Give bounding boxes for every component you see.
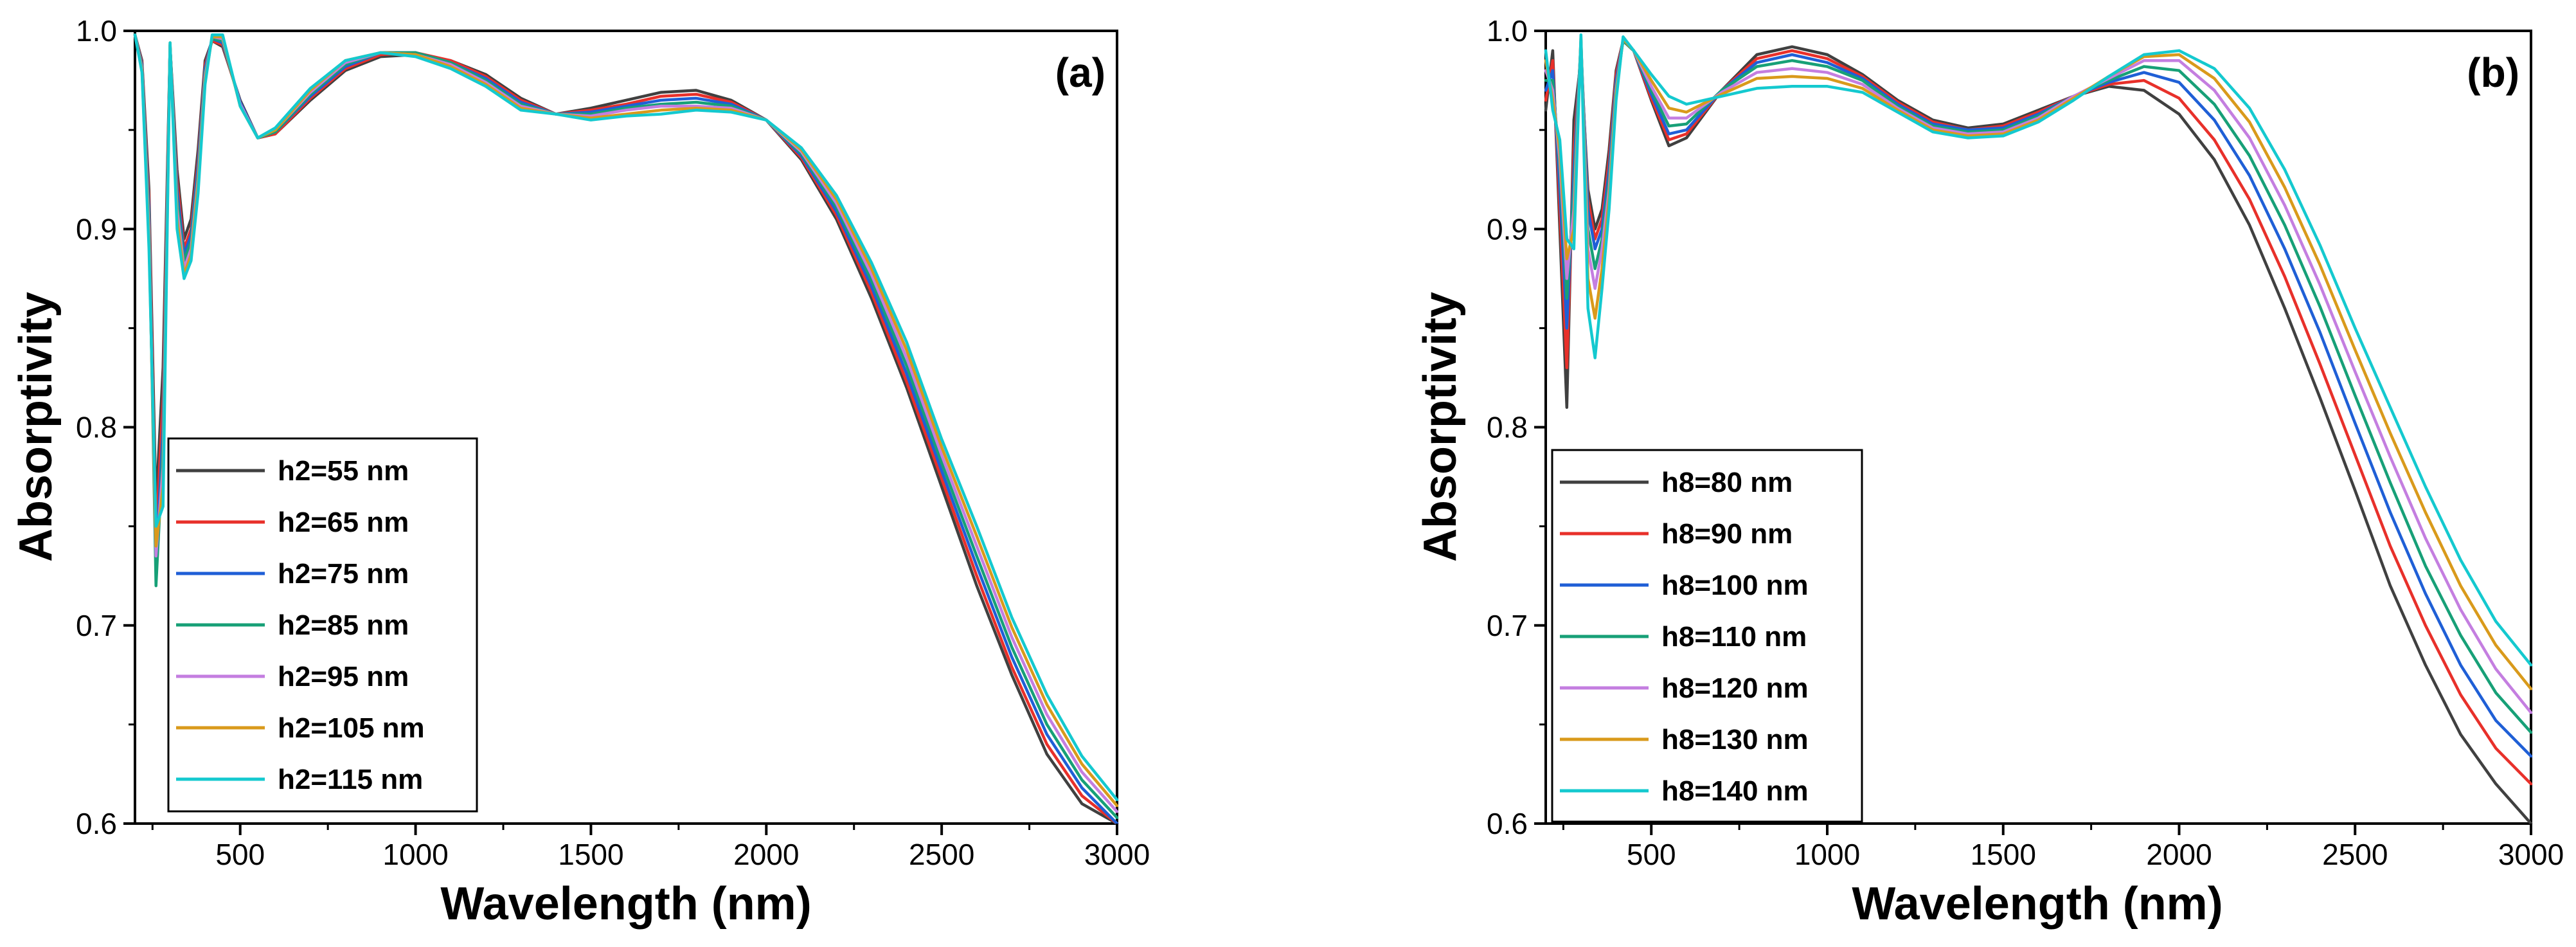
x-tick-label-b-2: 1500 <box>1971 838 2036 871</box>
series-line-b-4 <box>1544 37 2533 714</box>
x-tick-label-b-0: 500 <box>1627 838 1676 871</box>
x-tick-label-a-4: 2500 <box>909 838 974 871</box>
legend-label-b-2: h8=100 nm <box>1661 570 1809 601</box>
x-tick-label-a-0: 500 <box>215 838 265 871</box>
y-tick-label-a-2: 0.8 <box>76 411 117 444</box>
y-tick-label-b-1: 0.7 <box>1487 609 1528 642</box>
plot-frame-b <box>1544 30 2532 825</box>
legend-label-a-4: h2=95 nm <box>278 661 409 692</box>
x-tick-label-b-1: 1000 <box>1794 838 1860 871</box>
series-line-b-2 <box>1544 39 2533 758</box>
series-line-a-1 <box>133 33 1119 825</box>
y-tick-label-b-3: 0.9 <box>1487 212 1528 246</box>
legend-label-b-1: h8=90 nm <box>1661 518 1793 550</box>
legend-label-a-6: h2=115 nm <box>278 764 423 795</box>
series-line-b-1 <box>1544 39 2533 786</box>
x-axis-title-a: Wavelength (nm) <box>440 878 811 930</box>
y-tick-label-a-1: 0.7 <box>76 609 117 642</box>
series-line-a-6 <box>133 33 1119 802</box>
legend-label-b-6: h8=140 nm <box>1661 775 1809 807</box>
y-tick-label-b-0: 0.6 <box>1487 807 1528 840</box>
chart-panel-b: 500 1000 1500 2000 2500 3000 0.6 0.7 0.8 0.9 1.0 (… <box>1415 14 2564 930</box>
series-line-a-4 <box>133 33 1119 813</box>
x-tick-label-b-3: 2000 <box>2146 838 2212 871</box>
legend-label-b-4: h8=120 nm <box>1661 672 1809 704</box>
series-line-b-3 <box>1544 39 2533 734</box>
y-tick-label-a-3: 0.9 <box>76 212 117 246</box>
series-line-a-0 <box>133 33 1119 825</box>
series-line-a-2 <box>133 33 1119 825</box>
legend-a: h2=55 nm h2=65 nm h2=75 nm h2=85 nm h2=95 nm… <box>167 437 478 813</box>
x-tick-label-b-4: 2500 <box>2322 838 2388 871</box>
plot-frame-a <box>134 30 1118 825</box>
legend-label-a-2: h2=75 nm <box>278 558 409 590</box>
y-axis-title-b: Absorptivity <box>1415 292 1466 562</box>
y-tick-label-a-0: 0.6 <box>76 807 117 840</box>
series-line-b-6 <box>1544 33 2533 667</box>
legend-label-b-0: h8=80 nm <box>1661 467 1793 498</box>
x-tick-label-a-1: 1000 <box>382 838 448 871</box>
legend-label-a-5: h2=105 nm <box>278 712 425 744</box>
x-axis-title-b: Wavelength (nm) <box>1852 878 2223 930</box>
series-line-b-5 <box>1544 35 2533 690</box>
y-tick-label-b-4: 1.0 <box>1487 14 1528 48</box>
legend-box-b <box>1551 449 1863 823</box>
legend-b: h8=80 nm h8=90 nm h8=100 nm h8=110 nm h8=120… <box>1551 449 1863 823</box>
x-tick-label-a-3: 2000 <box>733 838 799 871</box>
legend-box-a <box>167 437 478 813</box>
chart-panel-a: 500 1000 1500 2000 2500 3000 0.6 0.7 0.8 0.9 1.0 (… <box>10 14 1150 930</box>
y-tick-label-b-2: 0.8 <box>1487 411 1528 444</box>
legend-label-b-3: h8=110 nm <box>1661 621 1807 653</box>
legend-label-a-0: h2=55 nm <box>278 455 409 487</box>
x-tick-label-a-2: 1500 <box>558 838 623 871</box>
y-tick-label-a-4: 1.0 <box>76 14 117 48</box>
x-tick-label-b-5: 3000 <box>2498 838 2564 871</box>
legend-label-b-5: h8=130 nm <box>1661 724 1809 755</box>
panel-label-a: (a) <box>1055 50 1105 96</box>
series-line-a-3 <box>133 33 1119 820</box>
legend-label-a-1: h2=65 nm <box>278 507 409 538</box>
panel-label-b: (b) <box>2467 50 2519 96</box>
series-line-b-0 <box>1544 39 2533 825</box>
x-tick-label-a-5: 3000 <box>1084 838 1150 871</box>
legend-label-a-3: h2=85 nm <box>278 609 409 641</box>
y-axis-title-a: Absorptivity <box>10 292 62 562</box>
